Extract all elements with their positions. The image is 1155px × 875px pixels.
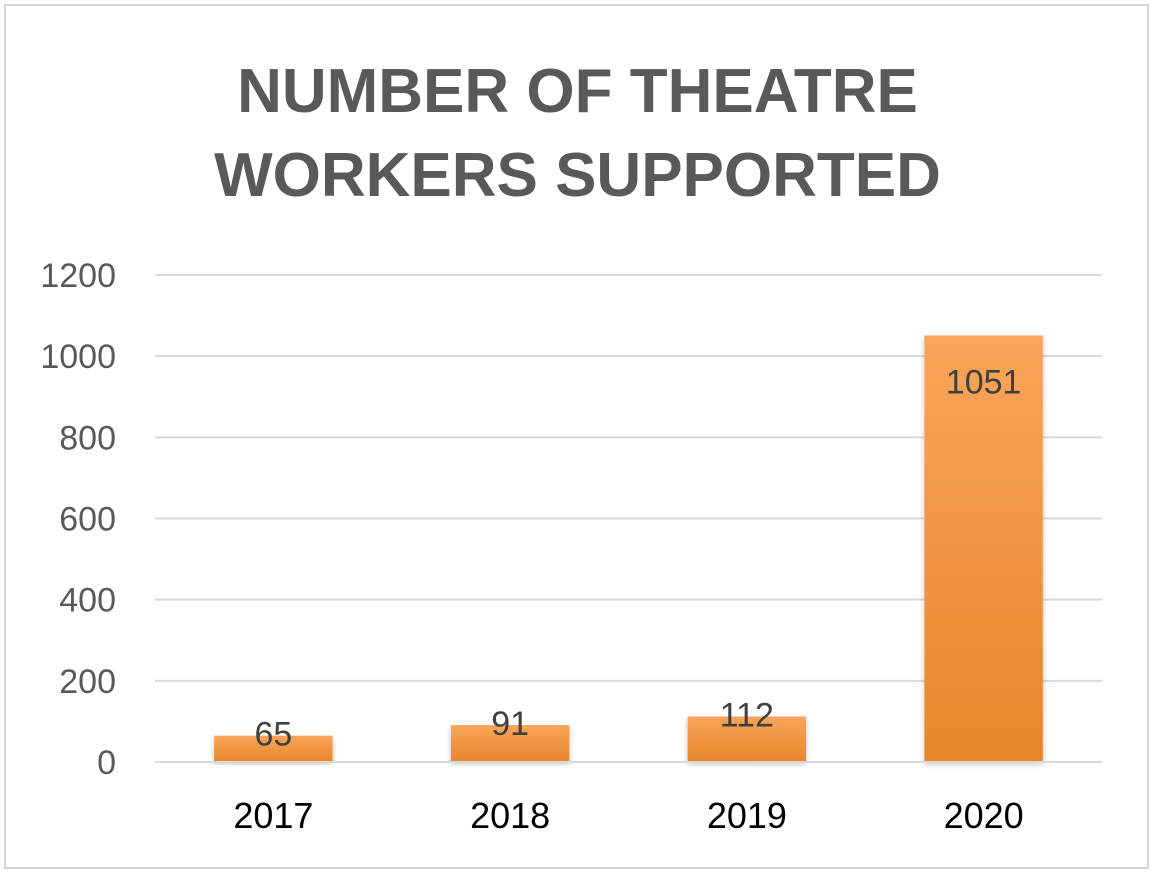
x-category-label-2019: 2019 — [707, 795, 787, 836]
y-tick-label: 800 — [59, 419, 116, 457]
chart-title: NUMBER OF THEATRE WORKERS SUPPORTED — [0, 50, 1155, 218]
bar-2018 — [450, 725, 570, 762]
data-label-2017: 65 — [254, 716, 292, 754]
data-labels: 65 91 112 1051 — [254, 363, 1021, 753]
y-tick-label: 200 — [59, 663, 116, 701]
x-category-label-2018: 2018 — [470, 795, 550, 836]
y-tick-label: 1000 — [40, 338, 116, 376]
bar-2019 — [687, 716, 807, 762]
bar-2020 — [924, 335, 1043, 762]
data-label-2019: 112 — [720, 697, 774, 735]
bars — [214, 335, 1043, 762]
y-tick-label: 0 — [97, 744, 116, 782]
chart-title-line-2: WORKERS SUPPORTED — [214, 141, 941, 210]
data-label-2018: 91 — [491, 705, 529, 743]
y-axis-tick-labels: 0 200 400 600 800 1000 1200 — [40, 257, 116, 782]
chart-title-line-1: NUMBER OF THEATRE — [237, 57, 918, 126]
y-tick-label: 600 — [59, 501, 116, 539]
x-category-label-2020: 2020 — [944, 795, 1024, 836]
bar-2017 — [214, 735, 333, 762]
x-category-label-2017: 2017 — [233, 795, 313, 836]
y-tick-label: 1200 — [40, 257, 116, 295]
x-axis-category-labels: 2017 2018 2019 2020 — [233, 795, 1023, 836]
y-tick-label: 400 — [59, 582, 116, 620]
data-label-2020: 1051 — [946, 363, 1022, 401]
